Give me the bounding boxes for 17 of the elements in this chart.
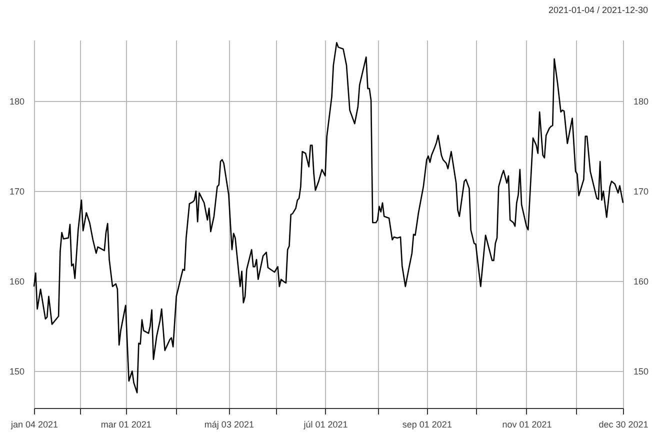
y2-tick-label: 150 (634, 366, 649, 377)
y2-tick-label: 180 (634, 96, 649, 107)
x-tick-label: nov 01 2021 (502, 420, 552, 430)
x-tick-label: máj 03 2021 (204, 420, 254, 430)
line-series (33, 42, 624, 394)
x-tick-label: jan 04 2021 (10, 420, 58, 430)
chart-subtitle: 2021-01-04 / 2021-12-30 (548, 5, 648, 15)
y2-tick-label: 170 (634, 186, 649, 197)
x-tick-label: mar 01 2021 (100, 420, 152, 430)
y-tick-label: 150 (9, 366, 24, 377)
x-tick-label: dec 30 2021 (598, 420, 648, 430)
x-tick-label: júl 01 2021 (302, 420, 348, 430)
x-tick-label: sep 01 2021 (402, 420, 452, 430)
y2-tick-label: 160 (634, 276, 649, 287)
y-tick-label: 170 (9, 186, 24, 197)
y-tick-label: 160 (9, 276, 24, 287)
y-tick-label: 180 (9, 96, 24, 107)
